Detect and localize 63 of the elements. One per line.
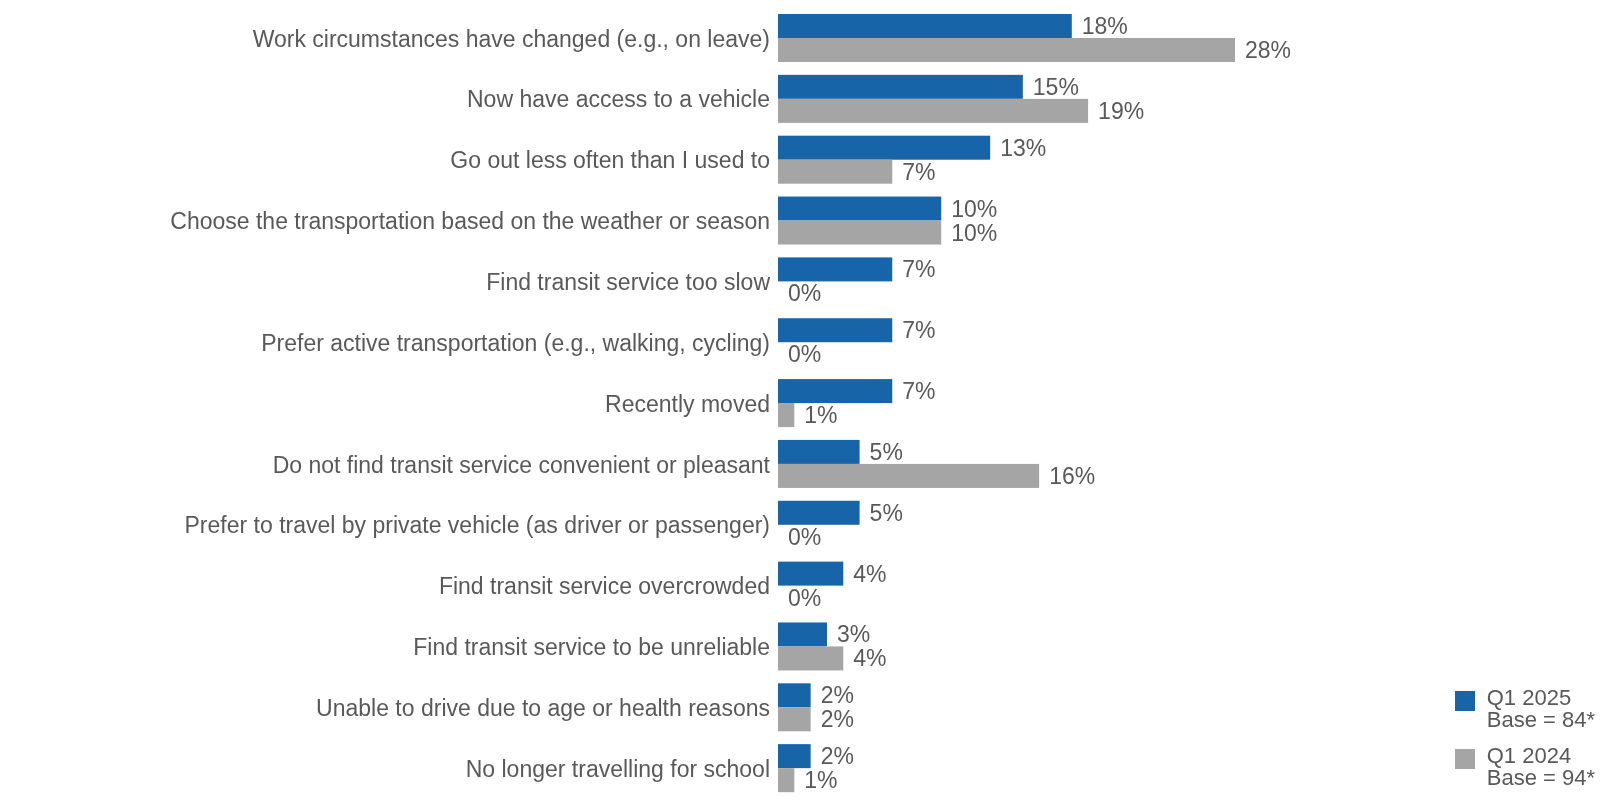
- bar: [778, 622, 827, 647]
- bar: [778, 159, 893, 184]
- legend-label: Q1 2025 Base = 84*: [1486, 685, 1595, 732]
- bar: [778, 74, 1023, 99]
- data-label: 7%: [902, 378, 936, 405]
- y-tick-label: Recently moved: [605, 390, 770, 417]
- bar: [778, 707, 811, 732]
- bar: [778, 561, 844, 586]
- bar: [778, 98, 1089, 123]
- bar: [778, 744, 811, 769]
- data-label: 10%: [951, 195, 998, 222]
- data-label: 10%: [951, 219, 998, 246]
- data-label: 5%: [869, 438, 903, 465]
- y-tick-label: Prefer active transportation (e.g., walking, cycling): [261, 329, 770, 356]
- y-tick-label: Work circumstances have changed (e.g., on leave): [252, 25, 770, 52]
- bar: [778, 318, 893, 343]
- bar: [778, 14, 1072, 38]
- bar: [778, 196, 942, 221]
- data-label: 13%: [1000, 134, 1047, 161]
- data-label: 4%: [853, 645, 887, 672]
- data-label: 28%: [1245, 37, 1292, 63]
- y-tick-label: Find transit service to be unreliable: [413, 634, 770, 661]
- data-label: 4%: [853, 560, 887, 587]
- data-label: 5%: [869, 499, 903, 526]
- bar: [778, 220, 942, 245]
- data-label: 16%: [1049, 462, 1096, 489]
- data-label: 2%: [820, 682, 854, 709]
- y-tick-label: Prefer to travel by private vehicle (as driver or passenger): [184, 512, 770, 539]
- bar: [778, 646, 844, 671]
- bar: [778, 379, 893, 404]
- data-label: 0%: [788, 584, 822, 611]
- bar: [778, 463, 1040, 488]
- data-label: 19%: [1098, 97, 1145, 124]
- data-label: 2%: [820, 743, 854, 770]
- y-tick-label: Go out less often than I used to: [450, 147, 770, 174]
- data-label: 3%: [836, 621, 871, 648]
- y-tick-label: No longer travelling for school: [465, 755, 770, 782]
- bar: [778, 257, 893, 282]
- data-label: 1%: [804, 402, 838, 429]
- data-label: 2%: [820, 706, 854, 733]
- data-label: 7%: [902, 158, 936, 185]
- y-tick-label: Unable to drive due to age or health reasons: [316, 694, 770, 721]
- bar: [778, 135, 991, 160]
- data-label: 7%: [902, 256, 936, 283]
- bar: [778, 439, 860, 464]
- y-tick-label: Choose the transportation based on the weather or season: [170, 208, 770, 235]
- y-tick-label: Find transit service overcrowded: [438, 573, 770, 600]
- y-tick-label: Find transit service too slow: [486, 268, 771, 295]
- bar: [778, 38, 1235, 62]
- bar: [778, 768, 795, 793]
- legend-label: Q1 2024 Base = 94*: [1486, 743, 1595, 790]
- bar: [778, 403, 795, 428]
- data-label: 15%: [1032, 73, 1079, 100]
- data-label: 0%: [788, 341, 822, 368]
- data-label: 1%: [804, 767, 838, 794]
- y-tick-label: Now have access to a vehicle: [467, 86, 770, 113]
- data-label: 7%: [902, 317, 936, 344]
- data-label: 18%: [1081, 13, 1128, 39]
- bar: [778, 500, 860, 525]
- data-label: 0%: [788, 280, 822, 307]
- bar: [778, 683, 811, 708]
- y-tick-label: Do not find transit service convenient or pleasant: [272, 451, 771, 478]
- data-label: 0%: [788, 523, 822, 550]
